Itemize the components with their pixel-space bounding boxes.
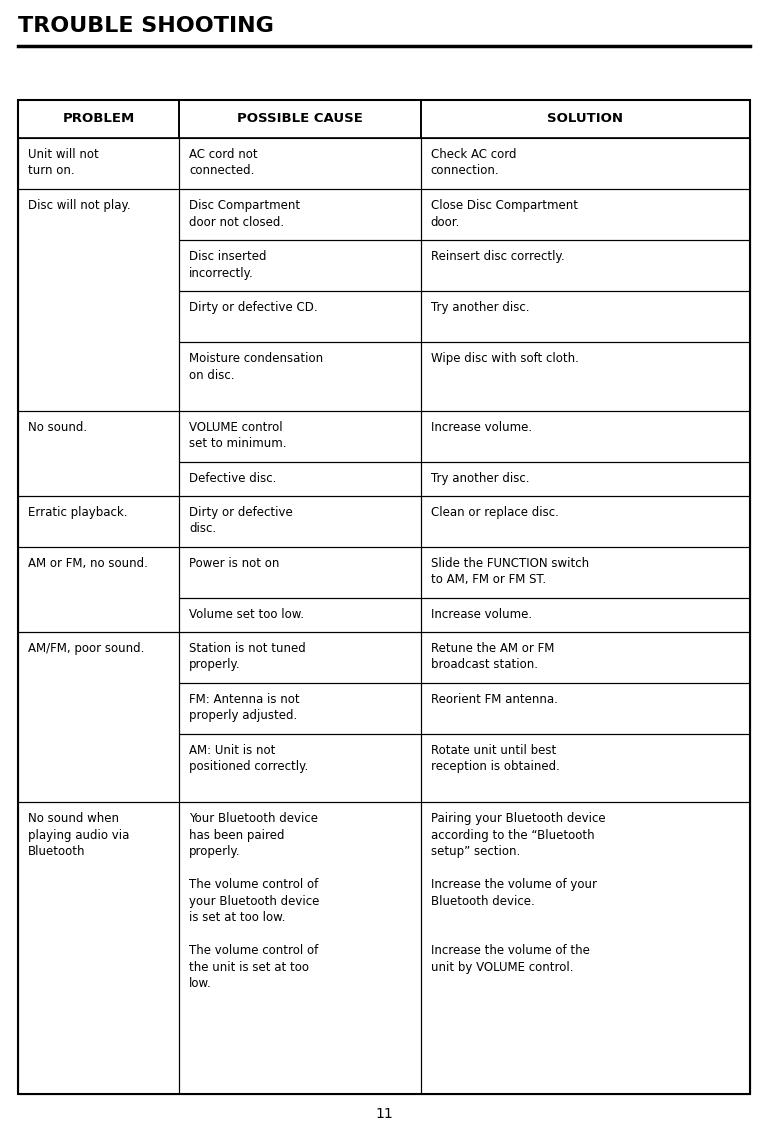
Bar — [18, 137, 179, 189]
Text: Moisture condensation
on disc.: Moisture condensation on disc. — [189, 352, 323, 382]
Text: Dirty or defective
disc.: Dirty or defective disc. — [189, 506, 293, 535]
Bar — [421, 461, 750, 495]
Bar — [421, 137, 750, 189]
Bar — [179, 495, 421, 546]
Text: Disc Compartment
door not closed.: Disc Compartment door not closed. — [189, 199, 300, 228]
Text: Erratic playback.: Erratic playback. — [28, 506, 127, 519]
Text: Disc will not play.: Disc will not play. — [28, 199, 131, 212]
Bar — [179, 189, 421, 240]
Bar — [18, 802, 179, 1094]
Text: Station is not tuned
properly.: Station is not tuned properly. — [189, 642, 306, 671]
Bar — [18, 100, 179, 137]
Bar — [179, 461, 421, 495]
Bar — [421, 598, 750, 632]
Bar — [179, 291, 421, 342]
Text: Volume set too low.: Volume set too low. — [189, 608, 304, 621]
Bar — [179, 546, 421, 598]
Text: Power is not on: Power is not on — [189, 557, 280, 570]
Text: Rotate unit until best
reception is obtained.: Rotate unit until best reception is obta… — [431, 744, 559, 774]
Bar — [18, 411, 179, 495]
Text: Increase volume.: Increase volume. — [431, 420, 531, 434]
Bar — [179, 683, 421, 734]
Bar — [18, 100, 750, 1094]
Bar — [421, 683, 750, 734]
Bar — [421, 632, 750, 683]
Bar — [421, 240, 750, 291]
Text: AC cord not
connected.: AC cord not connected. — [189, 148, 258, 177]
Text: Wipe disc with soft cloth.: Wipe disc with soft cloth. — [431, 352, 578, 366]
Text: Increase volume.: Increase volume. — [431, 608, 531, 621]
Text: AM/FM, poor sound.: AM/FM, poor sound. — [28, 642, 144, 654]
Text: SOLUTION: SOLUTION — [548, 112, 624, 125]
Bar — [421, 495, 750, 546]
Text: Dirty or defective CD.: Dirty or defective CD. — [189, 301, 318, 315]
Text: Clean or replace disc.: Clean or replace disc. — [431, 506, 558, 519]
Bar — [179, 411, 421, 461]
Text: VOLUME control
set to minimum.: VOLUME control set to minimum. — [189, 420, 286, 450]
Bar — [18, 495, 179, 546]
Bar — [421, 189, 750, 240]
Text: 11: 11 — [375, 1106, 393, 1121]
Bar — [179, 240, 421, 291]
Bar — [421, 411, 750, 461]
Text: FM: Antenna is not
properly adjusted.: FM: Antenna is not properly adjusted. — [189, 693, 300, 722]
Bar — [179, 342, 421, 411]
Text: Reorient FM antenna.: Reorient FM antenna. — [431, 693, 558, 705]
Text: Reinsert disc correctly.: Reinsert disc correctly. — [431, 250, 564, 264]
Bar — [421, 734, 750, 802]
Text: No sound when
playing audio via
Bluetooth: No sound when playing audio via Bluetoot… — [28, 812, 129, 859]
Bar — [421, 291, 750, 342]
Text: Disc inserted
incorrectly.: Disc inserted incorrectly. — [189, 250, 266, 279]
Text: Close Disc Compartment
door.: Close Disc Compartment door. — [431, 199, 578, 228]
Text: TROUBLE SHOOTING: TROUBLE SHOOTING — [18, 16, 274, 36]
Bar — [18, 189, 179, 411]
Text: Try another disc.: Try another disc. — [431, 301, 529, 315]
Text: Unit will not
turn on.: Unit will not turn on. — [28, 148, 99, 177]
Text: Try another disc.: Try another disc. — [431, 471, 529, 485]
Bar — [179, 734, 421, 802]
Bar — [421, 546, 750, 598]
Bar — [18, 546, 179, 632]
Text: Retune the AM or FM
broadcast station.: Retune the AM or FM broadcast station. — [431, 642, 554, 671]
Text: Your Bluetooth device
has been paired
properly.

The volume control of
your Blue: Your Bluetooth device has been paired pr… — [189, 812, 319, 991]
Text: No sound.: No sound. — [28, 420, 87, 434]
Text: Defective disc.: Defective disc. — [189, 471, 276, 485]
Bar — [421, 100, 750, 137]
Bar — [179, 137, 421, 189]
Bar — [421, 802, 750, 1094]
Text: AM or FM, no sound.: AM or FM, no sound. — [28, 557, 148, 570]
Bar — [18, 632, 179, 802]
Text: Slide the FUNCTION switch
to AM, FM or FM ST.: Slide the FUNCTION switch to AM, FM or F… — [431, 557, 589, 586]
Bar — [179, 100, 421, 137]
Text: POSSIBLE CAUSE: POSSIBLE CAUSE — [237, 112, 362, 125]
Bar — [179, 598, 421, 632]
Bar — [179, 632, 421, 683]
Text: AM: Unit is not
positioned correctly.: AM: Unit is not positioned correctly. — [189, 744, 308, 774]
Text: Pairing your Bluetooth device
according to the “Bluetooth
setup” section.

Incre: Pairing your Bluetooth device according … — [431, 812, 605, 974]
Bar — [179, 802, 421, 1094]
Bar — [421, 342, 750, 411]
Text: Check AC cord
connection.: Check AC cord connection. — [431, 148, 516, 177]
Text: PROBLEM: PROBLEM — [62, 112, 134, 125]
